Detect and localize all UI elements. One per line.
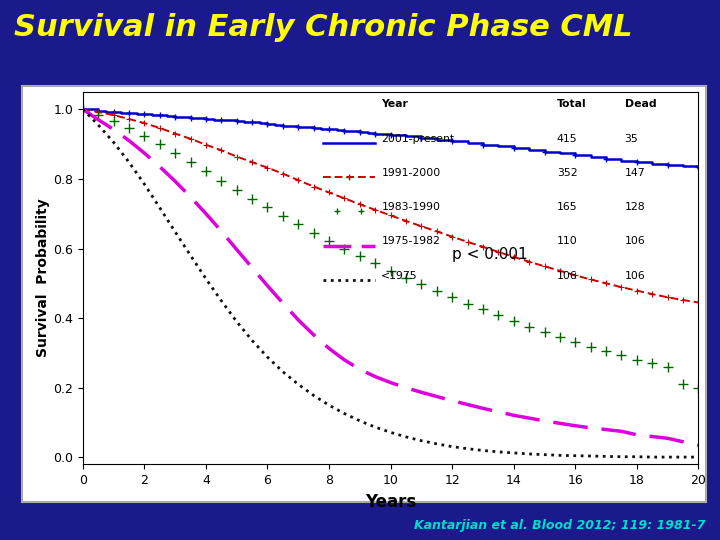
X-axis label: Years: Years — [365, 492, 416, 511]
Text: 1991-2000: 1991-2000 — [382, 168, 441, 178]
Text: 106: 106 — [624, 237, 645, 246]
Text: 2001-present: 2001-present — [382, 133, 454, 144]
Text: 415: 415 — [557, 133, 577, 144]
Text: 106: 106 — [624, 271, 645, 281]
Text: Total: Total — [557, 99, 586, 109]
Text: Year: Year — [382, 99, 408, 109]
Text: 165: 165 — [557, 202, 577, 212]
Y-axis label: Survival  Probability: Survival Probability — [36, 199, 50, 357]
Text: Dead: Dead — [624, 99, 656, 109]
Text: Kantarjian et al. Blood 2012; 119: 1981-7: Kantarjian et al. Blood 2012; 119: 1981-… — [414, 519, 706, 532]
Text: 106: 106 — [557, 271, 577, 281]
Text: 1983-1990: 1983-1990 — [382, 202, 441, 212]
Text: 35: 35 — [624, 133, 638, 144]
Text: 1975-1982: 1975-1982 — [382, 237, 440, 246]
Text: 352: 352 — [557, 168, 577, 178]
Text: 110: 110 — [557, 237, 577, 246]
Text: 147: 147 — [624, 168, 645, 178]
Text: <1975: <1975 — [382, 271, 418, 281]
Text: 128: 128 — [624, 202, 645, 212]
Text: Survival in Early Chronic Phase CML: Survival in Early Chronic Phase CML — [14, 14, 633, 43]
Text: p < 0.001: p < 0.001 — [452, 247, 528, 262]
